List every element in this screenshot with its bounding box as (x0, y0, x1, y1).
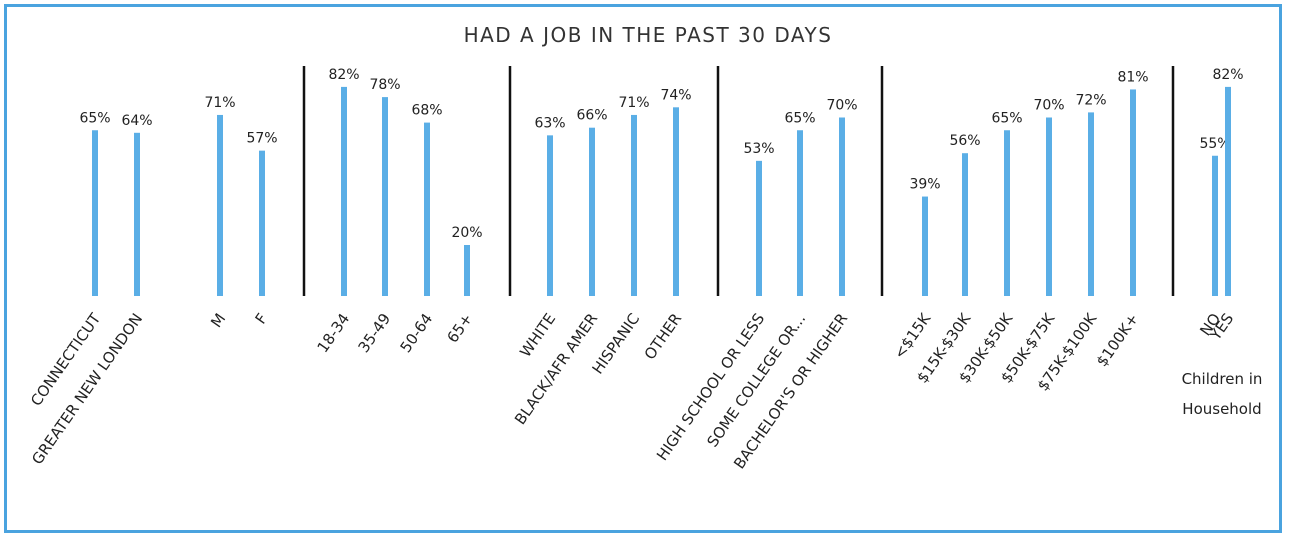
bar-3-0 (547, 135, 553, 296)
bar-value-label: 39% (909, 177, 940, 193)
bar-3-1 (589, 127, 595, 296)
bar-value-label: 70% (1033, 98, 1064, 114)
bar-5-1 (962, 153, 968, 296)
bar-3-3 (673, 107, 679, 296)
chart-frame (4, 4, 1282, 533)
bar-5-2 (1004, 130, 1010, 296)
bar-value-label: 70% (826, 98, 857, 114)
category-label: M (207, 310, 229, 331)
bar-value-label: 81% (1117, 69, 1148, 85)
bar-value-label: 65% (784, 110, 815, 126)
category-label: WHITE (516, 310, 559, 361)
bar-value-label: 66% (576, 108, 607, 124)
bar-1-1 (259, 150, 265, 296)
bar-value-label: 64% (121, 113, 152, 129)
bar-1-0 (217, 114, 223, 296)
bar-4-0 (756, 160, 762, 296)
category-label: F (252, 310, 272, 327)
bar-2-3 (464, 245, 470, 296)
bar-2-0 (341, 86, 347, 297)
bar-2-2 (424, 122, 430, 296)
category-label: OTHER (641, 310, 686, 363)
group-note-line-2: Household (1182, 400, 1261, 418)
bar-4-1 (797, 130, 803, 296)
bar-3-2 (631, 114, 637, 296)
category-label: $100K+ (1093, 310, 1142, 370)
bar-value-label: 57% (246, 131, 277, 147)
bar-value-label: 71% (618, 95, 649, 111)
bar-value-label: 78% (369, 77, 400, 93)
category-label: 18-34 (314, 310, 354, 356)
bar-value-label: 20% (451, 225, 482, 241)
bar-2-1 (382, 97, 388, 296)
bar-value-label: 65% (79, 110, 110, 126)
category-label: BLACK/AFR AMER (511, 310, 601, 428)
category-label: 65+ (443, 310, 476, 346)
category-label: 35-49 (355, 310, 395, 356)
bar-value-label: 63% (534, 115, 565, 131)
bar-value-label: 55% (1199, 136, 1230, 152)
group-note-line-1: Children in (1182, 370, 1263, 388)
bar-value-label: 53% (743, 141, 774, 157)
bar-value-label: 68% (411, 103, 442, 119)
bar-value-label: 74% (660, 87, 691, 103)
category-label: 50-64 (397, 310, 437, 356)
bar-0-1 (134, 132, 140, 296)
chart-title: HAD A JOB IN THE PAST 30 DAYS (464, 23, 833, 47)
bar-5-5 (1130, 89, 1136, 296)
bar-value-label: 56% (949, 133, 980, 149)
bar-5-0 (922, 196, 928, 296)
bar-value-label: 82% (1212, 67, 1243, 83)
bar-4-2 (839, 117, 845, 296)
bar-value-label: 82% (328, 67, 359, 83)
bar-5-4 (1088, 112, 1094, 297)
bar-6-1 (1225, 86, 1231, 297)
bar-0-0 (92, 130, 98, 296)
bar-value-label: 71% (204, 95, 235, 111)
bar-value-label: 65% (991, 110, 1022, 126)
bar-value-label: 72% (1075, 92, 1106, 108)
bar-5-3 (1046, 117, 1052, 296)
bar-6-0 (1212, 155, 1218, 296)
